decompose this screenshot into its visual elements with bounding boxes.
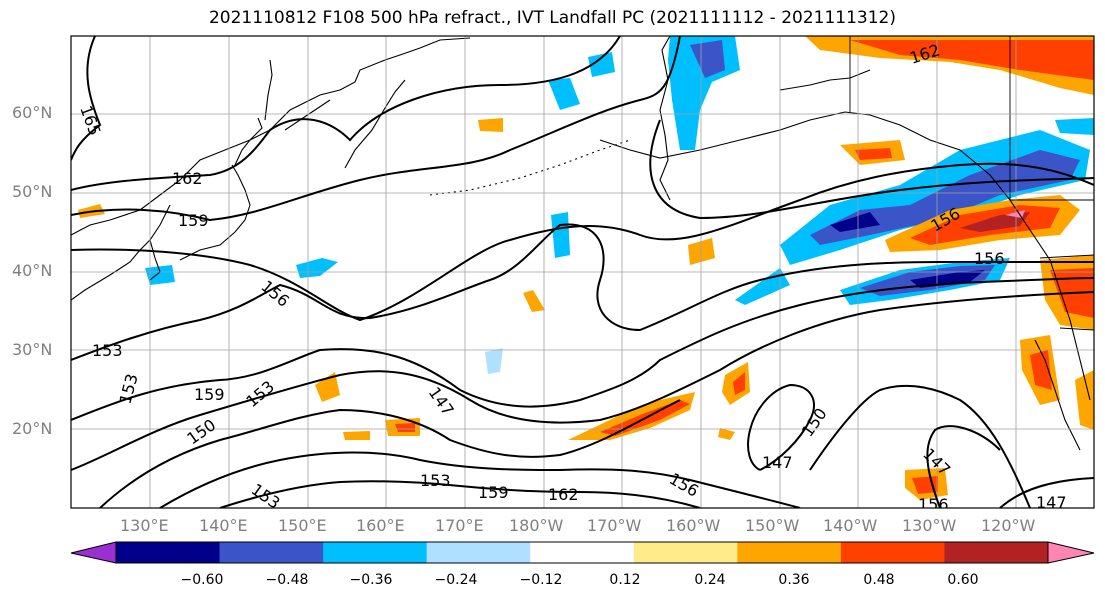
colorbar-cell — [633, 542, 738, 563]
contour-label: 147 — [762, 453, 793, 472]
colorbar — [70, 541, 1095, 564]
colorbar-extend-left — [71, 542, 116, 563]
lon-label: 180°W — [509, 516, 564, 535]
map-title: 2021110812 F108 500 hPa refract., IVT La… — [208, 8, 896, 28]
contour-label: 159 — [194, 385, 225, 404]
colorbar-tick-label: −0.24 — [434, 572, 478, 588]
colorbar-tick-label: 0.36 — [778, 572, 810, 588]
contour-label: 156 — [918, 495, 949, 514]
colorbar-extend-right — [1048, 542, 1094, 563]
contour-label: 147 — [1036, 493, 1067, 512]
lat-label: 60°N — [12, 103, 53, 122]
colorbar-cell — [323, 542, 428, 563]
colorbar-cell — [426, 542, 531, 563]
lat-label: 40°N — [12, 261, 53, 280]
colorbar-cell — [116, 542, 221, 563]
colorbar-tick-label: −0.12 — [519, 572, 563, 588]
colorbar-tick-label: 0.24 — [694, 572, 726, 588]
lon-label: 160°W — [666, 516, 721, 535]
colorbar-tick-label: −0.36 — [349, 572, 393, 588]
contour-label: 162 — [548, 485, 579, 504]
colorbar-cell — [944, 542, 1049, 563]
lon-label: 160°E — [356, 516, 405, 535]
contour-label: 153 — [420, 471, 451, 490]
colorbar-tick-label: 0.48 — [863, 572, 895, 588]
colorbar-cell — [737, 542, 842, 563]
lon-label: 140°E — [199, 516, 248, 535]
lat-label: 50°N — [12, 182, 53, 201]
lat-label: 20°N — [12, 419, 53, 438]
lat-label: 30°N — [12, 340, 53, 359]
contour-label: 153 — [92, 341, 123, 360]
map-frame — [70, 35, 1095, 509]
colorbar-tick-label: 0.60 — [947, 572, 979, 588]
contour-label: 162 — [172, 169, 203, 188]
colorbar-tick-label: −0.60 — [180, 572, 224, 588]
lon-label: 130°E — [120, 516, 169, 535]
contour-labels: 165 162 159 156 153 153 150 159 153 147 … — [76, 40, 1067, 514]
lon-label: 170°E — [435, 516, 484, 535]
lon-label: 120°W — [981, 516, 1036, 535]
contour-label: 159 — [178, 211, 209, 230]
colorbar-cell — [530, 542, 635, 563]
lon-label: 130°W — [902, 516, 957, 535]
lon-label: 170°W — [587, 516, 642, 535]
contour-label: 156 — [974, 249, 1005, 268]
lon-label: 150°E — [278, 516, 327, 535]
colorbar-cell — [219, 542, 324, 563]
coastlines — [71, 36, 1091, 451]
colorbar-tick-label: −0.48 — [265, 572, 309, 588]
borders — [849, 36, 1094, 331]
lon-label: 140°W — [823, 516, 878, 535]
contour-label: 159 — [478, 483, 509, 502]
lon-label: 150°W — [745, 516, 800, 535]
colorbar-cell — [840, 542, 945, 563]
contour-lines — [71, 36, 1094, 508]
colorbar-tick-label: 0.12 — [609, 572, 641, 588]
